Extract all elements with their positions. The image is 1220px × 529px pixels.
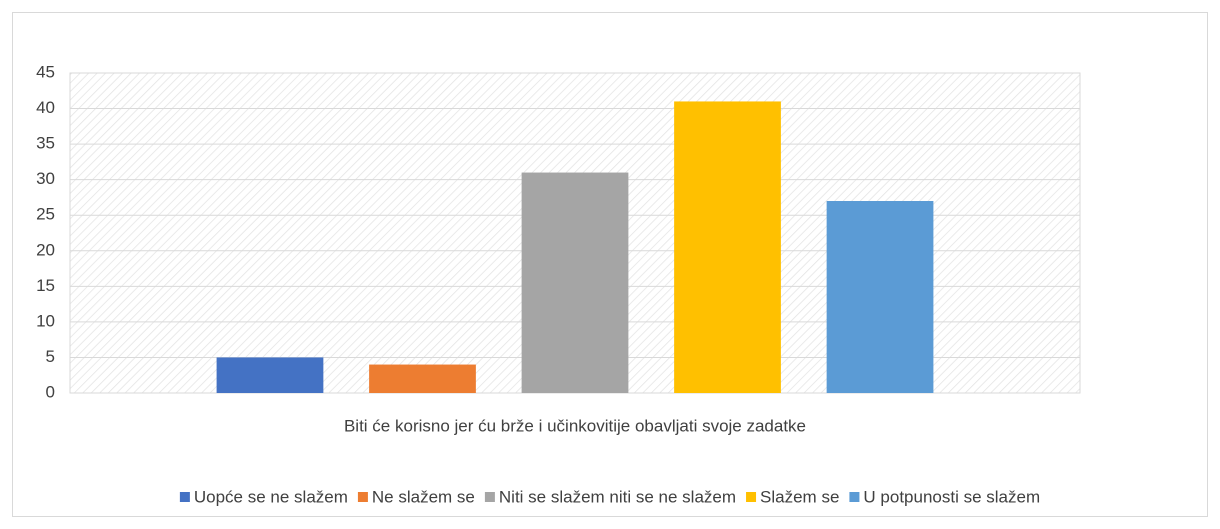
y-tick-label: 35 (36, 134, 55, 153)
legend-swatch (849, 492, 860, 502)
y-tick-label: 45 (36, 62, 55, 81)
bar (369, 364, 476, 393)
y-tick-label: 10 (36, 311, 55, 330)
legend-label: Slažem se (760, 487, 839, 506)
y-tick-label: 25 (36, 205, 55, 224)
y-tick-label: 5 (46, 347, 55, 366)
bar (826, 201, 934, 393)
y-tick-label: 0 (46, 382, 55, 401)
legend-swatch (484, 492, 495, 502)
bar (674, 101, 781, 393)
bar (521, 172, 629, 393)
legend-label: U potpunosti se slažem (863, 487, 1040, 506)
y-tick-label: 30 (36, 169, 55, 188)
x-tick-label: Biti će korisno jer ću brže i učinkoviti… (344, 416, 806, 435)
legend-label: Ne slažem se (372, 487, 475, 506)
bar (216, 357, 324, 393)
legend-swatch (179, 492, 190, 502)
legend-swatch (357, 492, 368, 502)
legend-label: Uopće se ne slažem (194, 487, 348, 506)
y-tick-label: 15 (36, 276, 55, 295)
y-tick-label: 20 (36, 240, 55, 259)
y-tick-label: 40 (36, 98, 55, 117)
legend-swatch (746, 492, 757, 502)
legend-label: Niti se slažem niti se ne slažem (499, 487, 736, 506)
